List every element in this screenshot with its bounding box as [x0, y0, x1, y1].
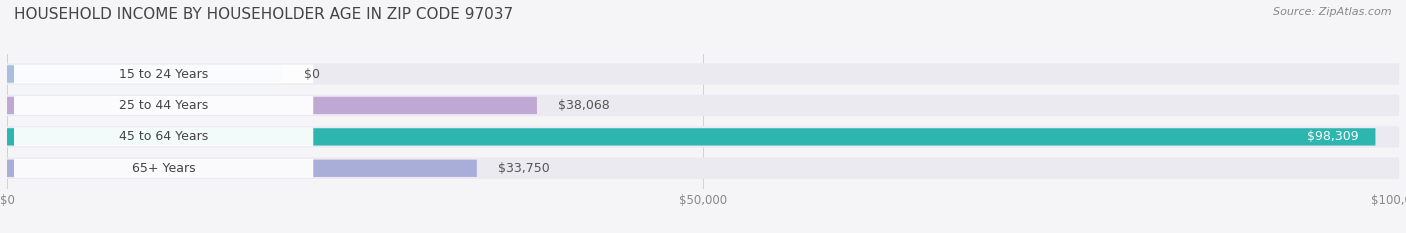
FancyBboxPatch shape — [7, 160, 477, 177]
FancyBboxPatch shape — [7, 128, 1375, 146]
FancyBboxPatch shape — [14, 65, 314, 83]
Text: 25 to 44 Years: 25 to 44 Years — [120, 99, 208, 112]
Text: Source: ZipAtlas.com: Source: ZipAtlas.com — [1274, 7, 1392, 17]
FancyBboxPatch shape — [7, 65, 283, 83]
FancyBboxPatch shape — [7, 158, 1399, 179]
FancyBboxPatch shape — [7, 97, 537, 114]
Text: $33,750: $33,750 — [498, 162, 550, 175]
FancyBboxPatch shape — [7, 95, 1399, 116]
Text: 65+ Years: 65+ Years — [132, 162, 195, 175]
Text: 15 to 24 Years: 15 to 24 Years — [120, 68, 208, 81]
Text: 45 to 64 Years: 45 to 64 Years — [120, 130, 208, 143]
FancyBboxPatch shape — [7, 63, 1399, 85]
FancyBboxPatch shape — [14, 127, 314, 146]
FancyBboxPatch shape — [7, 126, 1399, 147]
Text: HOUSEHOLD INCOME BY HOUSEHOLDER AGE IN ZIP CODE 97037: HOUSEHOLD INCOME BY HOUSEHOLDER AGE IN Z… — [14, 7, 513, 22]
Text: $0: $0 — [304, 68, 319, 81]
Text: $98,309: $98,309 — [1308, 130, 1358, 143]
FancyBboxPatch shape — [14, 159, 314, 178]
Text: $38,068: $38,068 — [558, 99, 610, 112]
FancyBboxPatch shape — [14, 96, 314, 115]
